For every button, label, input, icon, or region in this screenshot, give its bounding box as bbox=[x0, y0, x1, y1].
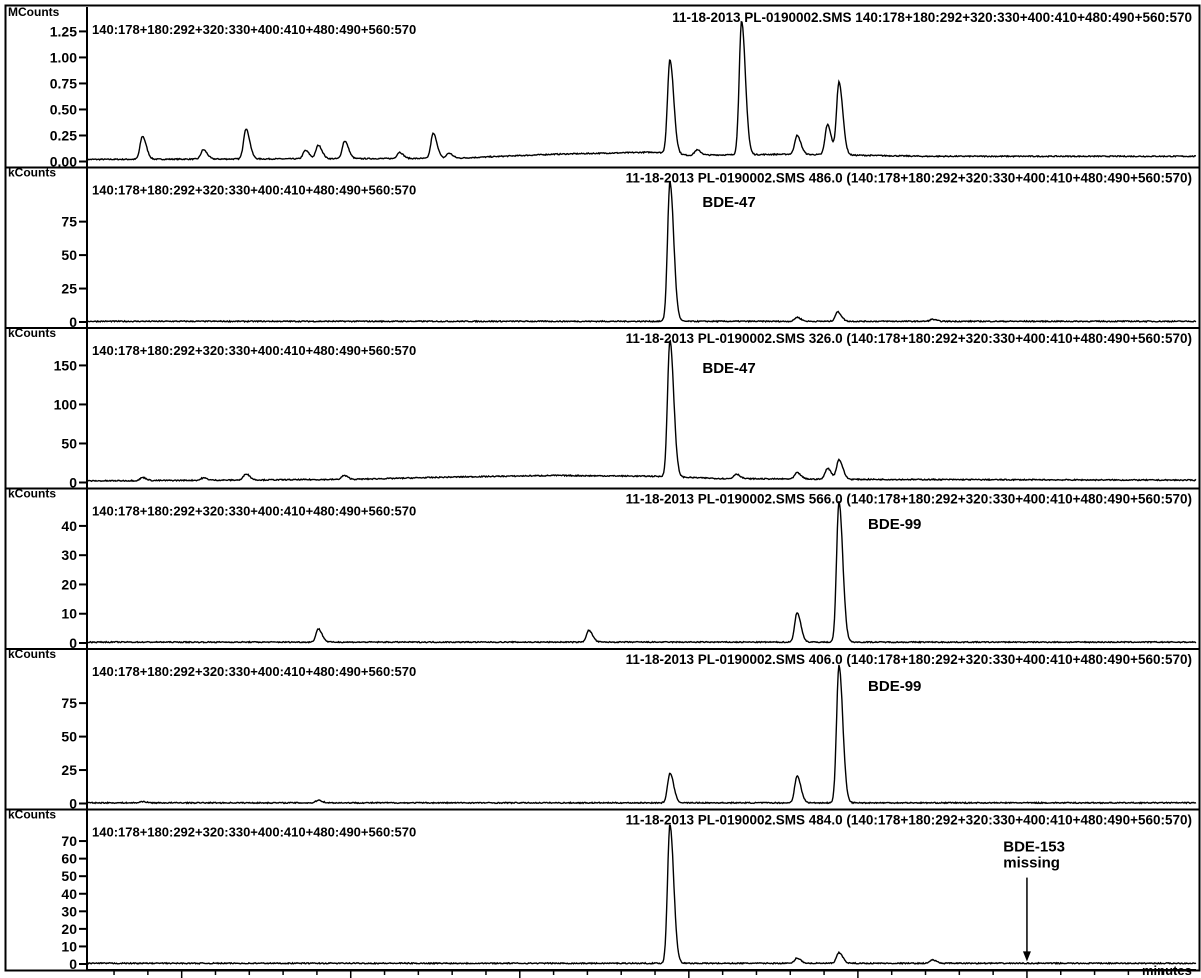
y-tick-label: 0 bbox=[69, 314, 77, 330]
y-tick-label: 1.00 bbox=[50, 49, 77, 65]
y-tick-label: 0 bbox=[69, 796, 77, 812]
y-tick-label: 20 bbox=[61, 576, 77, 592]
y-tick-label: 40 bbox=[61, 886, 77, 902]
y-tick-label: 150 bbox=[54, 357, 78, 373]
peak-annotation-line2: missing bbox=[1003, 855, 1060, 872]
peak-annotation: BDE-47 bbox=[702, 360, 755, 377]
trace-title: 11-18-2013 PL-0190002.SMS 406.0 (140:178… bbox=[626, 652, 1192, 667]
y-tick-label: 70 bbox=[61, 833, 77, 849]
y-tick-label: 10 bbox=[61, 606, 77, 622]
y-tick-label: 1.25 bbox=[50, 23, 77, 39]
panel-1: MCounts 11-18-2013 PL-0190002.SMS 140:178… bbox=[8, 5, 1196, 170]
x-tick-label: 22.5 bbox=[1013, 976, 1040, 978]
chromatogram-panels: MCounts 11-18-2013 PL-0190002.SMS 140:178… bbox=[6, 5, 1199, 972]
x-tick-label: 12.5 bbox=[337, 976, 364, 978]
panel-2: kCounts 11-18-2013 PL-0190002.SMS 486.0 (… bbox=[6, 166, 1199, 330]
trace-subtitle: 140:178+180:292+320:330+400:410+480:490+… bbox=[92, 343, 416, 358]
y-unit-label: kCounts bbox=[8, 326, 56, 340]
peak-annotation: BDE-99 bbox=[868, 516, 921, 533]
y-tick-label: 50 bbox=[61, 435, 77, 451]
y-tick-label: 10 bbox=[61, 938, 77, 954]
y-tick-label: 0 bbox=[69, 475, 77, 491]
trace-line bbox=[86, 20, 1196, 161]
trace-subtitle: 140:178+180:292+320:330+400:410+480:490+… bbox=[92, 504, 416, 519]
y-tick-label: 0.25 bbox=[50, 127, 77, 143]
y-tick-label: 75 bbox=[61, 695, 77, 711]
x-unit-label: minutes bbox=[1142, 963, 1192, 978]
trace-line bbox=[86, 664, 1197, 805]
y-tick-label: 25 bbox=[61, 281, 77, 297]
trace-title: 11-18-2013 PL-0190002.SMS 140:178+180:29… bbox=[672, 10, 1192, 25]
y-tick-label: 50 bbox=[61, 868, 77, 884]
y-tick-label: 60 bbox=[61, 851, 77, 867]
y-unit-label: kCounts bbox=[8, 647, 56, 661]
trace-subtitle: 140:178+180:292+320:330+400:410+480:490+… bbox=[92, 664, 416, 679]
x-tick-label: 10.0 bbox=[168, 976, 195, 978]
y-tick-label: 30 bbox=[61, 903, 77, 919]
trace-subtitle: 140:178+180:292+320:330+400:410+480:490+… bbox=[92, 825, 416, 840]
trace-line bbox=[86, 501, 1197, 644]
x-tick-label: 15.0 bbox=[506, 976, 533, 978]
y-tick-label: 100 bbox=[54, 396, 78, 412]
y-unit-label: kCounts bbox=[8, 487, 56, 501]
trace-title: 11-18-2013 PL-0190002.SMS 486.0 (140:178… bbox=[626, 171, 1192, 186]
trace-subtitle: 140:178+180:292+320:330+400:410+480:490+… bbox=[92, 22, 416, 37]
trace-title: 11-18-2013 PL-0190002.SMS 326.0 (140:178… bbox=[626, 331, 1192, 346]
y-unit-label: kCounts bbox=[8, 808, 56, 822]
trace-line bbox=[87, 339, 1197, 483]
x-tick-label: 17.5 bbox=[675, 976, 702, 978]
panel-6: kCounts 11-18-2013 PL-0190002.SMS 484.0 (… bbox=[6, 808, 1199, 972]
trace-subtitle: 140:178+180:292+320:330+400:410+480:490+… bbox=[92, 183, 416, 198]
y-tick-label: 0 bbox=[69, 635, 77, 651]
y-tick-label: 40 bbox=[61, 518, 77, 534]
trace-title: 11-18-2013 PL-0190002.SMS 484.0 (140:178… bbox=[626, 813, 1192, 828]
peak-annotation: BDE-47 bbox=[702, 194, 755, 211]
trace-line bbox=[86, 181, 1197, 324]
annotation-arrowhead bbox=[1022, 951, 1031, 962]
y-tick-label: 0.50 bbox=[50, 101, 77, 117]
peak-annotation: BDE-99 bbox=[868, 678, 921, 695]
panel-5: kCounts 11-18-2013 PL-0190002.SMS 406.0 (… bbox=[6, 647, 1199, 812]
y-unit-label: kCounts bbox=[8, 166, 56, 180]
y-tick-label: 50 bbox=[61, 729, 77, 745]
panel-4: kCounts 11-18-2013 PL-0190002.SMS 566.0 (… bbox=[6, 487, 1199, 651]
x-tick-label: 20.0 bbox=[844, 976, 871, 978]
panel-3: kCounts 11-18-2013 PL-0190002.SMS 326.0 (… bbox=[6, 326, 1199, 491]
trace-title: 11-18-2013 PL-0190002.SMS 566.0 (140:178… bbox=[626, 492, 1192, 507]
y-tick-label: 0.75 bbox=[50, 75, 77, 91]
y-tick-label: 75 bbox=[61, 214, 77, 230]
y-tick-label: 30 bbox=[61, 547, 77, 563]
trace-line bbox=[86, 824, 1197, 966]
y-unit-label: MCounts bbox=[8, 5, 60, 19]
peak-annotation: BDE-153 bbox=[1003, 839, 1065, 856]
y-tick-label: 0 bbox=[69, 956, 77, 972]
y-tick-label: 25 bbox=[61, 762, 77, 778]
y-tick-label: 50 bbox=[61, 247, 77, 263]
x-axis: 10.0 12.5 15.0 17.5 20.0 22.5 minutes bbox=[87, 963, 1196, 978]
y-tick-label: 20 bbox=[61, 921, 77, 937]
y-tick-label: 0.00 bbox=[50, 154, 77, 170]
